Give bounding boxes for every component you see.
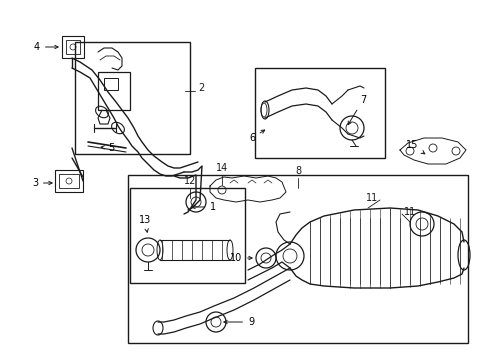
Text: 1: 1 <box>191 202 216 212</box>
Text: 11: 11 <box>403 207 415 217</box>
Text: 10: 10 <box>229 253 252 263</box>
Bar <box>59 174 79 188</box>
Text: 5: 5 <box>101 143 114 153</box>
Bar <box>128 175 467 343</box>
Bar <box>55 170 83 192</box>
Bar <box>66 40 80 54</box>
Text: 8: 8 <box>294 166 301 176</box>
Bar <box>62 36 84 58</box>
Text: 3: 3 <box>32 178 52 188</box>
Bar <box>104 78 118 90</box>
Bar <box>75 42 190 154</box>
Text: 13: 13 <box>139 215 151 232</box>
Bar <box>98 72 130 110</box>
Text: 7: 7 <box>347 95 366 125</box>
Text: 6: 6 <box>248 130 264 143</box>
Text: 11: 11 <box>365 193 377 203</box>
Text: 12: 12 <box>183 176 196 186</box>
Text: 9: 9 <box>224 317 254 327</box>
Text: 2: 2 <box>198 83 204 93</box>
Bar <box>130 188 244 283</box>
Bar <box>254 68 384 158</box>
Text: 4: 4 <box>34 42 58 52</box>
Text: 15: 15 <box>405 140 424 154</box>
Text: 14: 14 <box>215 163 228 173</box>
